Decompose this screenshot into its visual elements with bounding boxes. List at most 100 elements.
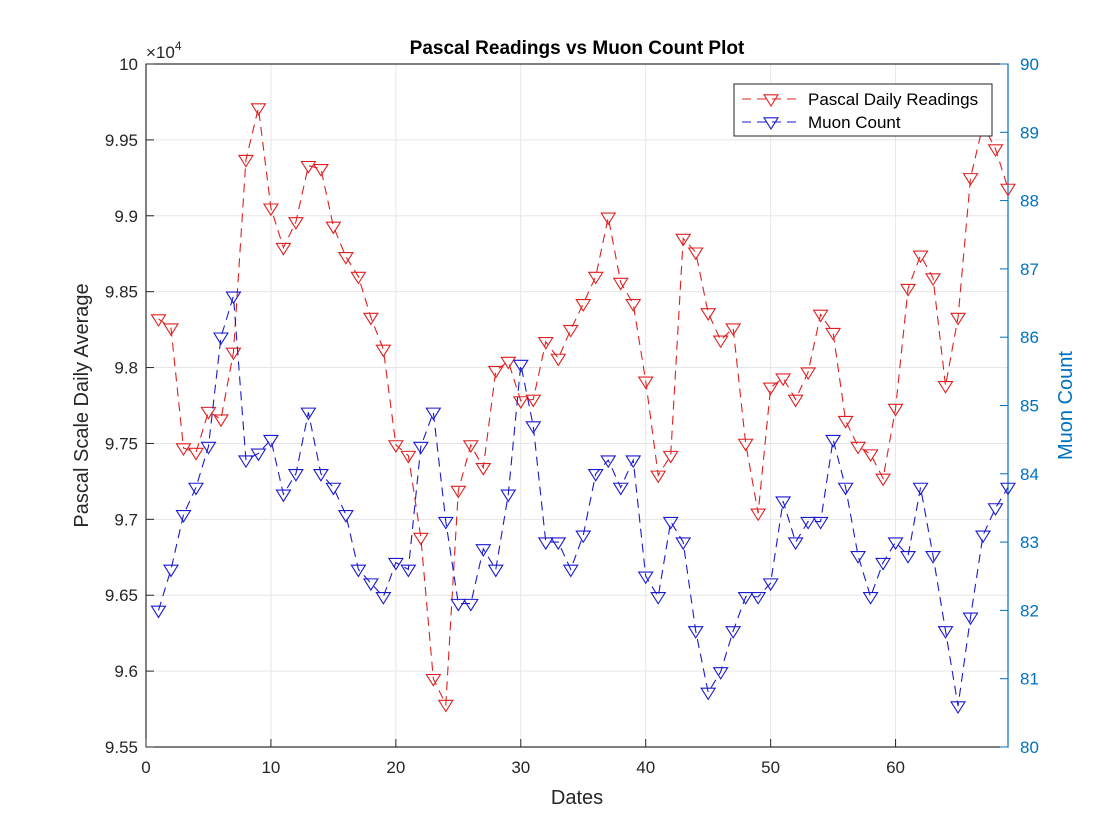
data-point-marker bbox=[750, 591, 767, 605]
data-point-marker bbox=[325, 221, 342, 235]
data-point-marker bbox=[962, 173, 979, 186]
data-point-marker bbox=[725, 323, 742, 337]
x-tick-label: 30 bbox=[511, 758, 530, 777]
legend-label: Pascal Daily Readings bbox=[808, 90, 978, 109]
data-point-marker bbox=[525, 421, 542, 435]
y-right-tick-label: 84 bbox=[1020, 465, 1039, 484]
y-right-tick-label: 83 bbox=[1020, 533, 1039, 552]
data-point-marker bbox=[237, 154, 254, 168]
data-point-marker bbox=[287, 217, 304, 230]
data-point-marker bbox=[200, 406, 217, 420]
data-point-marker bbox=[225, 291, 242, 305]
series-line bbox=[158, 107, 1009, 707]
data-point-marker bbox=[362, 578, 379, 592]
data-point-marker bbox=[237, 455, 254, 469]
data-point-marker bbox=[800, 516, 817, 530]
data-point-marker bbox=[475, 462, 492, 476]
y-left-tick-label: 9.7 bbox=[114, 510, 138, 529]
data-point-marker bbox=[562, 324, 579, 338]
data-point-marker bbox=[1000, 482, 1016, 496]
data-point-marker bbox=[450, 485, 467, 499]
data-point-marker bbox=[375, 344, 392, 358]
data-point-marker bbox=[500, 356, 517, 370]
data-point-marker bbox=[300, 407, 317, 421]
x-tick-label: 60 bbox=[886, 758, 905, 777]
data-point-marker bbox=[950, 312, 967, 326]
data-point-marker bbox=[450, 598, 467, 612]
data-point-marker bbox=[175, 443, 192, 457]
data-point-marker bbox=[375, 591, 392, 605]
x-tick-label: 20 bbox=[386, 758, 405, 777]
data-point-marker bbox=[487, 564, 504, 578]
data-point-marker bbox=[875, 473, 892, 487]
data-point-marker bbox=[175, 510, 192, 523]
data-point-marker bbox=[712, 335, 729, 349]
data-point-marker bbox=[787, 394, 804, 408]
data-point-marker bbox=[612, 277, 629, 291]
data-point-marker bbox=[562, 564, 579, 578]
data-point-marker bbox=[625, 455, 642, 469]
y-right-tick-label: 87 bbox=[1020, 260, 1039, 279]
data-point-marker bbox=[400, 564, 417, 578]
y-right-tick-label: 82 bbox=[1020, 601, 1039, 620]
data-point-marker bbox=[150, 314, 167, 328]
exponent-power: 4 bbox=[175, 39, 182, 53]
y-right-axis-title: Muon Count bbox=[1055, 351, 1077, 460]
data-point-marker bbox=[312, 469, 329, 482]
data-point-marker bbox=[787, 537, 804, 551]
legend: Pascal Daily Readings Muon Count bbox=[733, 83, 993, 137]
data-point-marker bbox=[187, 482, 204, 496]
data-point-marker bbox=[950, 701, 967, 715]
data-point-marker bbox=[750, 508, 767, 522]
legend-box bbox=[733, 83, 993, 137]
data-point-marker bbox=[700, 308, 717, 321]
y-left-axis-title: Pascal Scale Daily Average bbox=[71, 283, 93, 527]
exponent-base: ×10 bbox=[146, 43, 175, 62]
data-point-marker bbox=[675, 233, 692, 247]
data-point-marker bbox=[537, 537, 554, 551]
data-point-marker bbox=[775, 373, 792, 387]
y-left-exponent-label: ×104 bbox=[146, 39, 182, 62]
legend-item: Muon Count bbox=[742, 113, 901, 132]
data-point-marker bbox=[862, 591, 879, 605]
data-point-marker bbox=[500, 489, 517, 503]
data-point-marker bbox=[762, 578, 779, 592]
ticks-layer: 0 10 20 30 40 50 60 9.55 9.6 9.65 9.7 9.75 9.8 9.85 9.… bbox=[105, 55, 1039, 777]
x-tick-label: 10 bbox=[261, 758, 280, 777]
data-point-marker bbox=[737, 438, 754, 452]
data-point-marker bbox=[162, 564, 179, 578]
data-point-marker bbox=[725, 626, 742, 639]
data-point-marker bbox=[837, 482, 854, 496]
y-left-tick-label: 9.9 bbox=[114, 207, 138, 226]
y-left-tick-label: 9.95 bbox=[105, 131, 138, 150]
y-left-tick-label: 9.75 bbox=[105, 434, 138, 453]
data-point-marker bbox=[437, 699, 454, 713]
data-point-marker bbox=[462, 598, 479, 612]
data-point-marker bbox=[637, 376, 654, 390]
y-right-tick-label: 90 bbox=[1020, 55, 1039, 74]
y-right-tick-label: 80 bbox=[1020, 738, 1039, 757]
data-point-marker bbox=[550, 537, 567, 551]
y-left-tick-label: 9.85 bbox=[105, 283, 138, 302]
data-point-marker bbox=[650, 591, 667, 605]
data-point-marker bbox=[262, 203, 279, 217]
data-point-marker bbox=[925, 273, 942, 287]
data-point-marker bbox=[537, 337, 554, 350]
data-point-marker bbox=[162, 323, 179, 337]
data-point-marker bbox=[937, 626, 954, 639]
data-point-marker bbox=[412, 441, 429, 455]
data-point-marker bbox=[600, 212, 617, 226]
data-point-marker bbox=[425, 407, 442, 421]
data-point-marker bbox=[987, 144, 1004, 158]
data-point-marker bbox=[150, 605, 167, 619]
data-point-marker bbox=[900, 283, 917, 297]
data-point-marker bbox=[825, 327, 842, 341]
data-point-marker bbox=[312, 163, 329, 177]
data-point-marker bbox=[200, 441, 217, 455]
data-point-marker bbox=[187, 447, 204, 461]
data-point-marker bbox=[675, 537, 692, 551]
data-point-marker bbox=[225, 347, 242, 361]
x-tick-label: 50 bbox=[761, 758, 780, 777]
